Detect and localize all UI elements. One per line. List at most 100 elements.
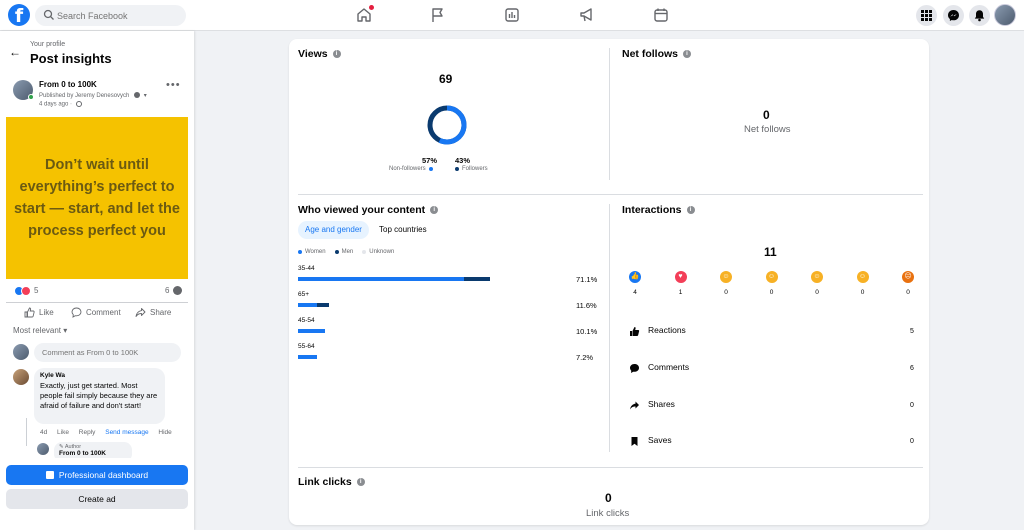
facebook-logo-icon[interactable]: f (8, 4, 30, 27)
interactions-title: Interactions i (622, 204, 695, 216)
reply-bubble: ✎ Author From 0 to 100K (54, 442, 132, 462)
interaction-row-label: Comments (648, 362, 690, 372)
reaction-count: 5 (34, 286, 39, 295)
care-reaction-icon: ☺ (720, 271, 732, 283)
tab-top-countries[interactable]: Top countries (379, 225, 427, 234)
search-box[interactable] (35, 5, 186, 26)
reply-author-name[interactable]: From 0 to 100K (59, 450, 106, 457)
vertical-divider-top (609, 48, 610, 180)
unknown-dot (362, 250, 367, 254)
comment-time: 4d (40, 429, 48, 436)
legend-unknown: Unknown (362, 249, 394, 255)
non-followers-segment[interactable] (427, 105, 467, 145)
comment-author-avatar[interactable] (13, 369, 29, 385)
interaction-row-value: 6 (910, 365, 914, 372)
info-icon[interactable]: i (332, 50, 341, 58)
pencil-icon: ✎ (59, 444, 65, 450)
comment-button[interactable]: Comment (71, 307, 121, 318)
dropdown-icon[interactable]: ▾ (143, 93, 147, 99)
interaction-row-label: Saves (648, 435, 672, 445)
share-count[interactable]: 6 (165, 286, 170, 295)
send-message-link[interactable]: Send message (105, 429, 149, 436)
net-follows-value: 0 (763, 108, 770, 122)
post-insights-panel: ← Your profile Post insights From 0 to 1… (0, 31, 194, 530)
legend-unknown-label: Unknown (369, 249, 395, 255)
post-image[interactable]: Don’t wait until everything’s perfect to… (6, 117, 188, 279)
age-group-label: 55-64 (298, 343, 315, 350)
account-avatar[interactable] (994, 4, 1016, 26)
help-icon[interactable] (134, 92, 141, 99)
comment-input[interactable] (34, 343, 181, 362)
share-icon (630, 401, 639, 410)
age-group-pct: 7.2% (576, 353, 594, 362)
comment-sort-dropdown[interactable]: Most relevant ▾ (13, 326, 67, 335)
back-arrow-icon[interactable]: ← (9, 45, 21, 59)
calendar-icon[interactable] (652, 6, 670, 24)
legend-women-label: Women (305, 249, 326, 255)
published-by: Published by Jeremy Denesovych ▾ (39, 92, 147, 99)
age-bar-women[interactable] (298, 355, 318, 359)
sad-reaction-icon: ☺ (856, 271, 869, 283)
share-icon (135, 308, 146, 317)
notifications-bell-icon[interactable] (969, 5, 990, 26)
followers-pct: 43% (455, 156, 471, 165)
info-icon[interactable]: i (683, 50, 692, 58)
legend-men: Men (334, 249, 353, 255)
tab-age-and-gender[interactable]: Age and gender (298, 221, 369, 239)
comment-reply-link[interactable]: Reply (78, 429, 96, 436)
angry-reaction-count: 0 (906, 289, 910, 296)
messenger-icon[interactable] (943, 5, 964, 26)
link-clicks-label: Link clicks (586, 508, 630, 519)
wow-reaction-icon: ☺ (811, 271, 823, 283)
page-title: Post insights (30, 51, 112, 66)
who-viewed-title: Who viewed your content i (298, 204, 439, 216)
age-bar-men[interactable] (316, 303, 330, 307)
comment-icon (71, 307, 82, 318)
post-page-name[interactable]: From 0 to 100K (39, 80, 97, 89)
non-followers-legend: Non-followers (389, 166, 433, 172)
bookmark-icon (631, 437, 638, 446)
reply-thread-line (26, 418, 27, 446)
info-icon[interactable]: i (356, 478, 365, 486)
age-bar-women[interactable] (298, 303, 317, 307)
home-icon[interactable] (355, 5, 374, 24)
interactions-total: 11 (764, 245, 777, 259)
age-group-pct: 10.1% (576, 327, 598, 336)
interaction-row-value: 0 (910, 438, 914, 445)
comment-label: Comment (86, 308, 121, 317)
dashboard-icon (45, 471, 54, 479)
left-footer: Professional dashboard Create ad (0, 458, 194, 530)
search-input[interactable] (57, 8, 177, 23)
megaphone-icon[interactable] (578, 6, 596, 24)
professional-dashboard-label: Professional dashboard (58, 470, 149, 480)
men-dot (334, 250, 339, 254)
info-icon[interactable]: i (430, 206, 439, 214)
info-icon[interactable]: i (686, 206, 695, 214)
age-bar-men[interactable] (464, 277, 490, 281)
professional-dashboard-button[interactable]: Professional dashboard (6, 465, 188, 485)
haha-reaction-icon: ☺ (765, 271, 778, 283)
age-group-pct: 11.6% (576, 301, 597, 310)
non-followers-dot (428, 167, 433, 171)
flag-icon[interactable] (429, 6, 447, 24)
share-label: Share (150, 308, 172, 317)
age-bar-women[interactable] (298, 277, 465, 281)
dashboard-icon[interactable] (503, 6, 521, 24)
share-button[interactable]: Share (135, 307, 171, 318)
interactions-title-text: Interactions (622, 204, 682, 216)
age-bar-women[interactable] (298, 329, 326, 333)
comment-bubble: Kyle Wa Exactly, just get started. Most … (34, 368, 165, 424)
more-options-icon[interactable]: ••• (166, 79, 181, 91)
create-ad-button[interactable]: Create ad (6, 489, 188, 509)
comment-icon (630, 364, 639, 373)
interaction-row-label: Shares (648, 399, 675, 409)
hide-comment-link[interactable]: Hide (158, 429, 172, 436)
like-reaction-icon: 👍 (629, 271, 641, 283)
your-profile-label: Your profile (30, 41, 66, 48)
comment-like-link[interactable]: Like (57, 429, 69, 436)
comment-author-name[interactable]: Kyle Wa (40, 372, 66, 379)
chevron-down-icon: ▾ (63, 326, 68, 335)
like-button[interactable]: Like (24, 307, 54, 318)
like-icon (24, 307, 35, 318)
menu-grid-icon[interactable] (916, 5, 937, 26)
